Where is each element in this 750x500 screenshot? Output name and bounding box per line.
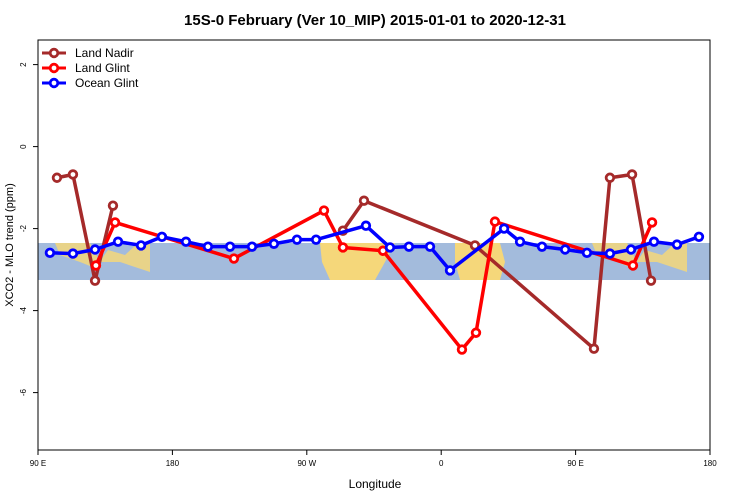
data-point: [89, 244, 101, 255]
data-point: [559, 244, 571, 255]
data-point: [648, 236, 660, 247]
y-axis-label: XCO2 - MLO trend (ppm): [4, 183, 16, 306]
data-point: [318, 205, 330, 216]
data-point: [67, 169, 79, 180]
data-point: [498, 223, 510, 234]
data-point: [456, 344, 468, 355]
data-point: [693, 231, 705, 242]
data-point: [646, 217, 658, 228]
data-point: [626, 169, 638, 180]
data-point: [403, 241, 415, 252]
x-tick-label: 90 E: [30, 459, 46, 468]
data-point: [89, 275, 101, 286]
data-point: [310, 234, 322, 245]
plot-frame: [37, 39, 711, 451]
legend-marker: [48, 62, 60, 74]
data-point: [489, 216, 501, 227]
x-axis-label: Longitude: [349, 477, 402, 491]
chart-title: 15S-0 February (Ver 10_MIP) 2015-01-01 t…: [184, 12, 566, 29]
data-point: [444, 265, 456, 276]
data-point: [246, 241, 258, 252]
data-point: [268, 238, 280, 249]
data-point: [671, 239, 683, 250]
data-point: [424, 241, 436, 252]
legend-marker: [48, 77, 60, 89]
data-point: [291, 234, 303, 245]
data-point: [604, 172, 616, 183]
data-point: [384, 242, 396, 253]
data-point: [228, 253, 240, 264]
data-point: [358, 195, 370, 206]
data-point: [627, 260, 639, 271]
legend-label: Land Glint: [75, 61, 130, 75]
data-point: [202, 241, 214, 252]
data-point: [44, 247, 56, 258]
data-point: [360, 220, 372, 231]
x-tick-label: 90 E: [567, 459, 583, 468]
data-point: [112, 236, 124, 247]
x-tick-label: 0: [439, 459, 444, 468]
data-point: [90, 260, 102, 271]
data-point: [180, 236, 192, 247]
y-tick-label: 2: [19, 62, 28, 67]
data-point: [514, 236, 526, 247]
data-point: [107, 200, 119, 211]
y-tick-label: -4: [19, 306, 28, 314]
y-tick-label: -6: [19, 388, 28, 396]
data-point: [625, 244, 637, 255]
legend-marker: [48, 47, 60, 59]
data-point: [224, 241, 236, 252]
x-tick-label: 90 W: [297, 459, 316, 468]
y-tick-label: -2: [19, 224, 28, 232]
data-point: [536, 241, 548, 252]
data-point: [604, 248, 616, 259]
data-point: [67, 248, 79, 259]
series-line: [49, 223, 700, 273]
data-point: [156, 231, 168, 242]
legend-label: Land Nadir: [75, 46, 134, 60]
data-point: [645, 275, 657, 286]
data-point: [337, 242, 349, 253]
y-tick-label: 0: [19, 144, 28, 149]
legend-label: Ocean Glint: [75, 76, 139, 90]
data-point: [588, 343, 600, 354]
data-point: [470, 327, 482, 338]
data-point: [581, 247, 593, 258]
x-tick-label: 180: [166, 459, 180, 468]
data-point: [109, 217, 121, 228]
data-point: [51, 172, 63, 183]
data-point: [135, 240, 147, 251]
x-tick-label: 180: [703, 459, 717, 468]
